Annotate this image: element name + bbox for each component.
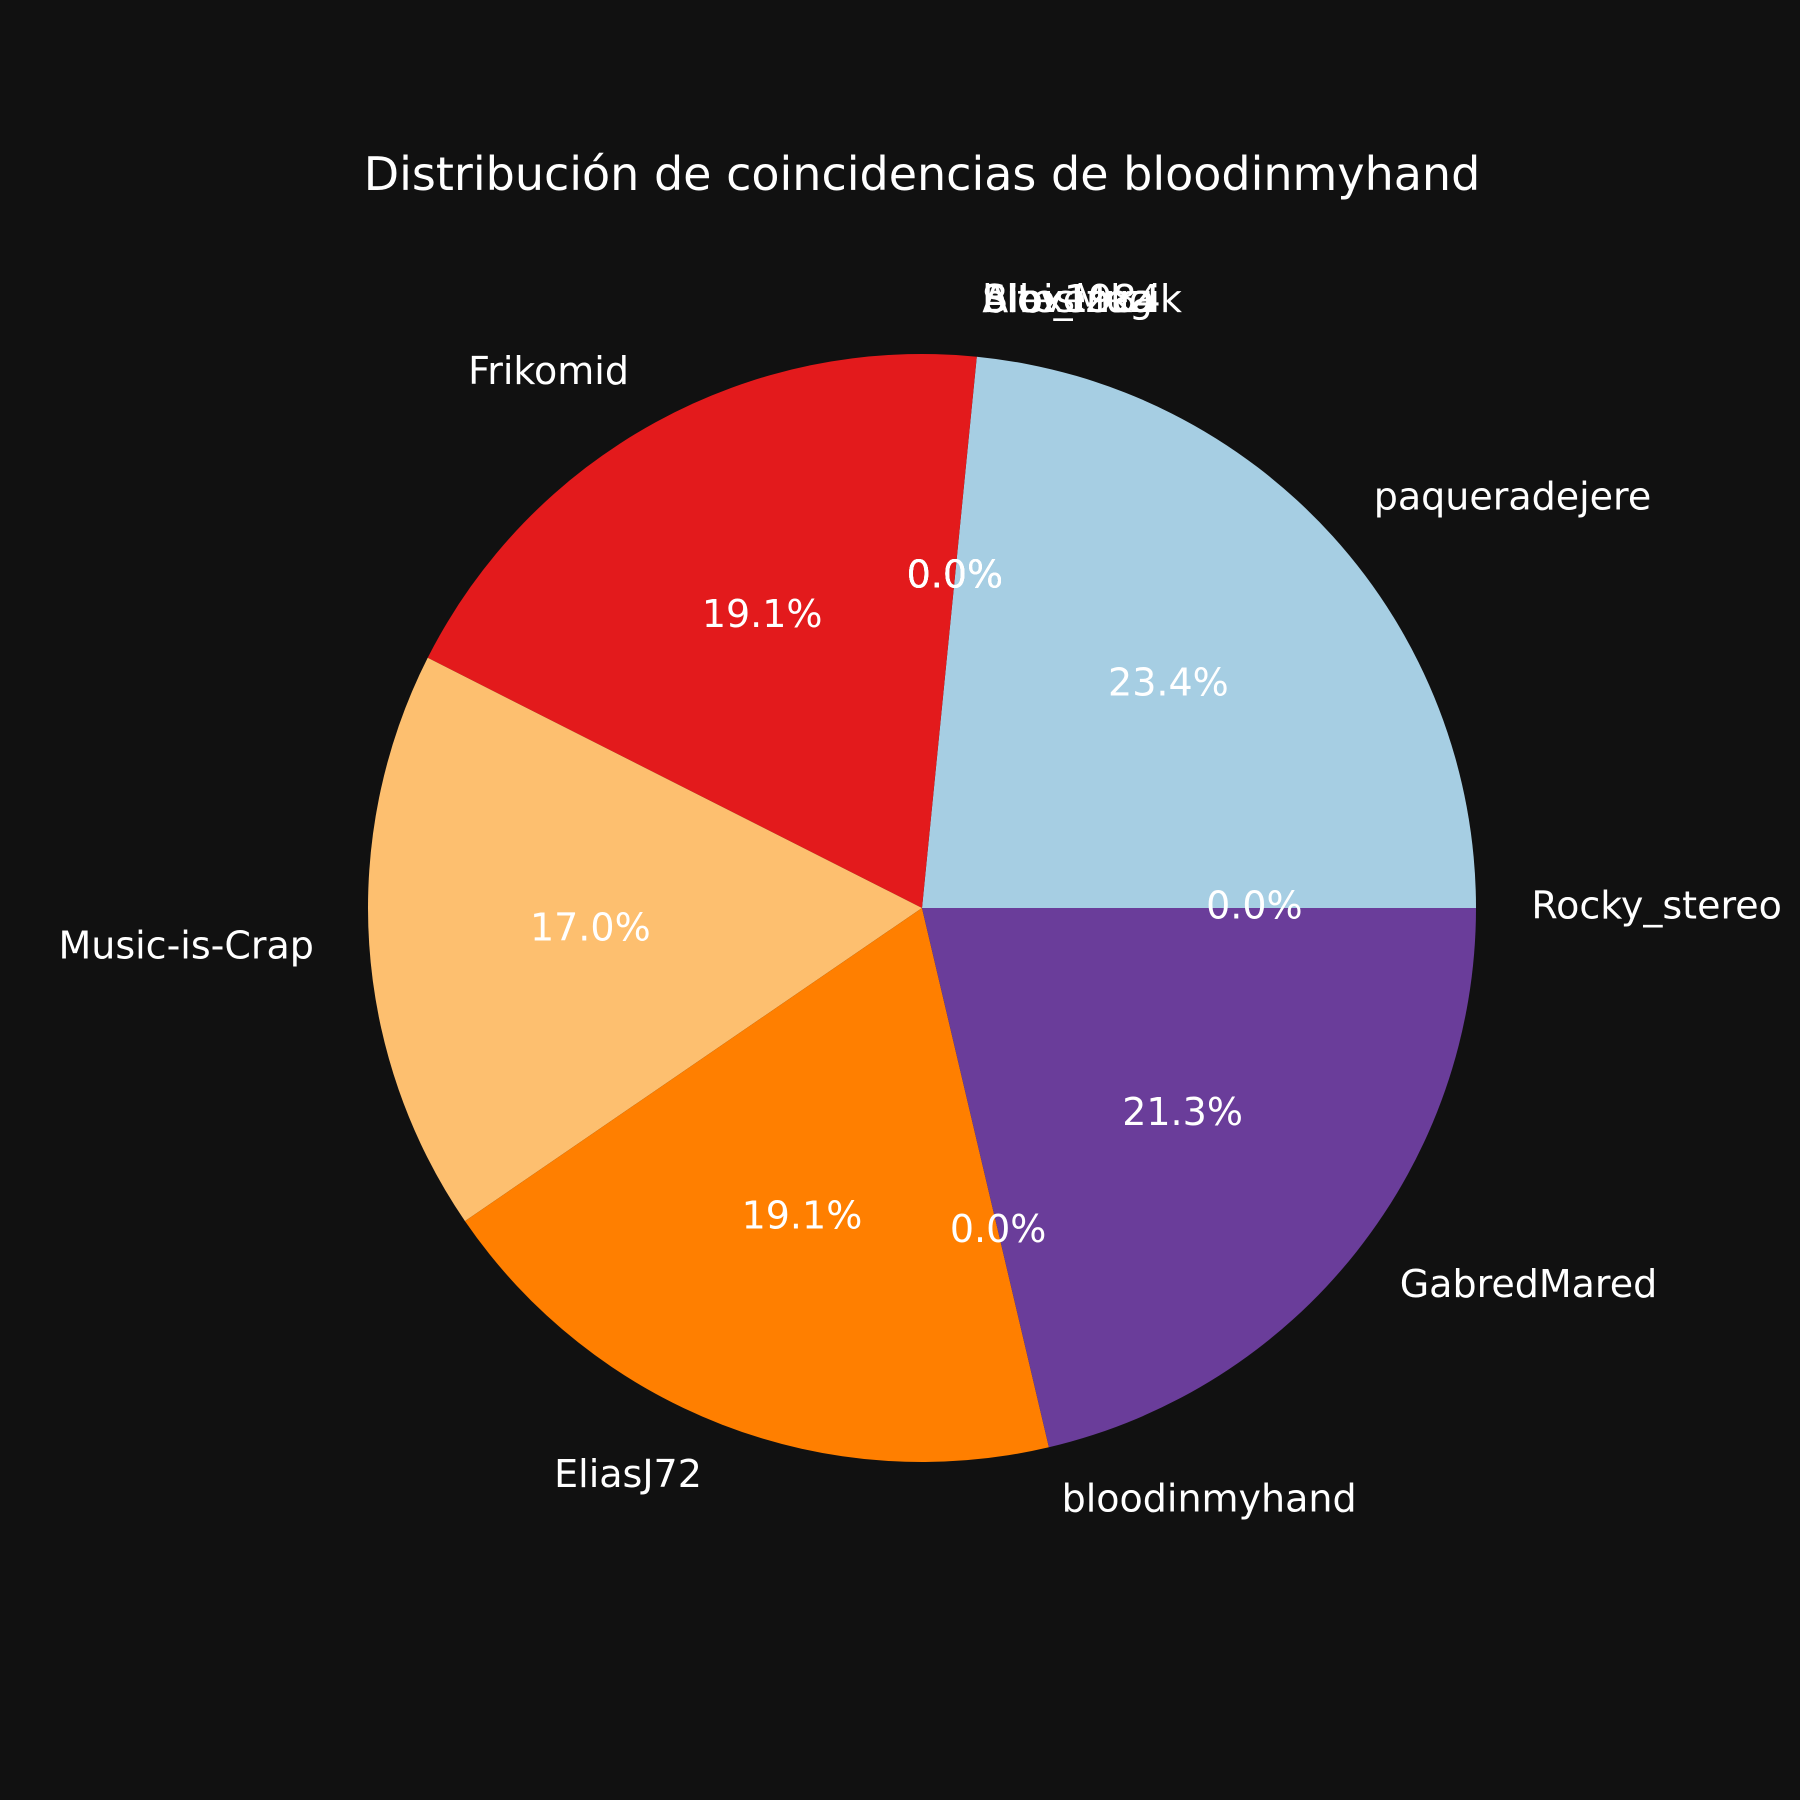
slice-label-slovenka: Slovenka (982, 277, 1155, 321)
slice-percent-slovenka: 0.0% (907, 553, 1004, 597)
slice-label-eliasj72: EliasJ72 (554, 1452, 702, 1496)
slice-label-alex1984: Alex1984 (982, 277, 1160, 321)
slice-percent-gabredmared: 21.3% (1122, 1090, 1243, 1134)
slice-percent-rocky-stereo: 0.0% (1206, 884, 1303, 928)
pie-labels: Rocky_stereo paqueradejere Bibi_MuzikSlove… (58, 277, 1781, 1521)
slice-gabredmared (922, 908, 1476, 1448)
slice-percent-alex1984: 0.0% (907, 553, 1004, 597)
slice-percent-bitesizeg: 0.0% (907, 553, 1004, 597)
pie-slices (368, 353, 1476, 1463)
slice-label-gabredmared: GabredMared (1400, 1262, 1658, 1306)
chart-title: Distribución de coincidencias de bloodin… (364, 147, 1481, 201)
slice-percent-paqueradejere: 23.4% (1108, 660, 1229, 704)
slice-percent-bibi-muzik: 0.0% (907, 553, 1004, 597)
slice-label-bibi-muzik: Bibi_Muzik (982, 277, 1182, 321)
slice-percent-bloodinmyhand: 0.0% (950, 1207, 1047, 1251)
slice-eliasj72 (464, 908, 1049, 1463)
slice-label-frikomid: Frikomid (468, 349, 629, 393)
slice-label-music-is-crap: Music-is-Crap (58, 924, 313, 968)
slice-label-paqueradejere: paqueradejere (1374, 474, 1652, 518)
slice-label-rocky-stereo: Rocky_stereo (1531, 884, 1781, 928)
slice-label-bloodinmyhand: bloodinmyhand (1062, 1477, 1357, 1521)
pie-percent-labels: 0.0%23.4%0.0%0.0%0.0%0.0%19.1%17.0%19.1%… (530, 553, 1303, 1251)
slice-label-bitesizeg: bitesizeg (982, 277, 1153, 321)
slice-frikomid (427, 353, 977, 908)
slice-paqueradejere (922, 356, 1476, 908)
slice-music-is-crap (368, 657, 922, 1222)
slice-percent-music-is-crap: 17.0% (530, 905, 651, 949)
slice-percent-frikomid: 19.1% (702, 592, 823, 636)
slice-percent-eliasj72: 19.1% (742, 1193, 863, 1237)
